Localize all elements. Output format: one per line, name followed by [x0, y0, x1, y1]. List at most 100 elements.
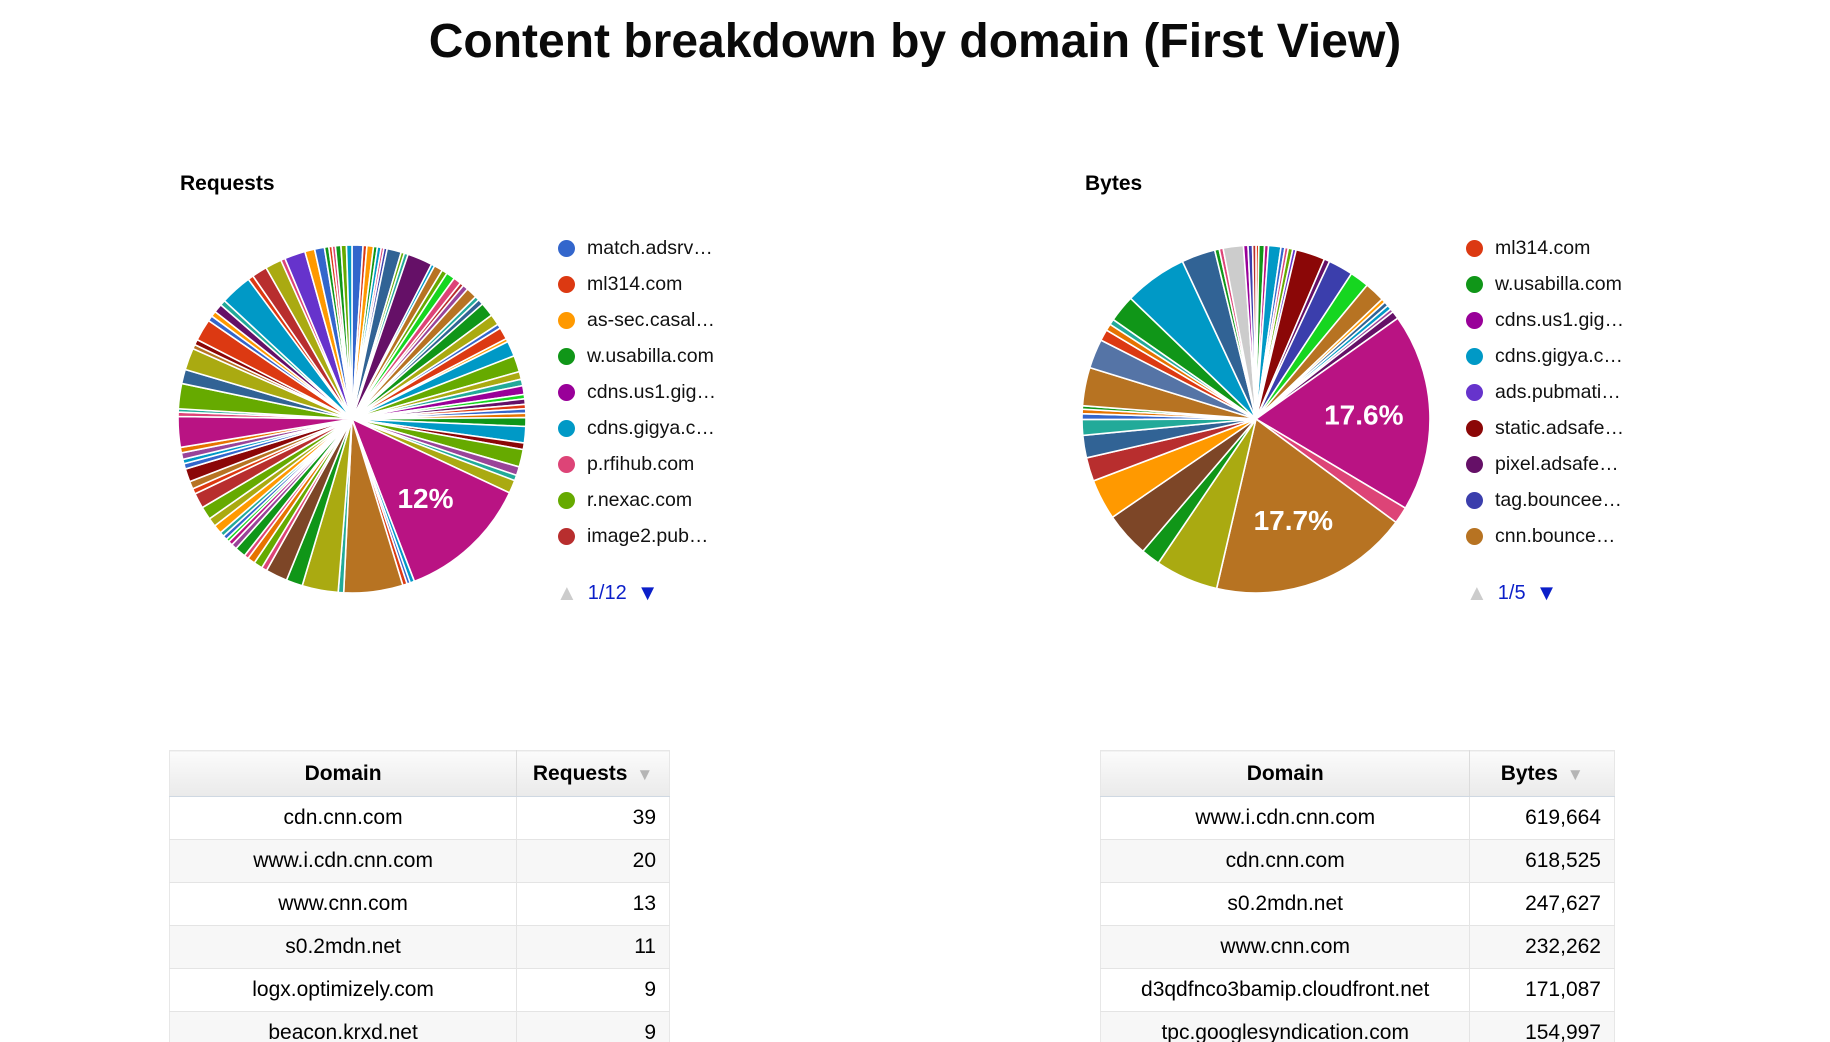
value-cell: 618,525 [1469, 839, 1615, 883]
column-header-domain[interactable]: Domain [169, 750, 518, 797]
legend-label: p.rfihub.com [587, 452, 695, 475]
domain-cell: d3qdfnco3bamip.cloudfront.net [1100, 968, 1471, 1012]
legend-item-image2-pub[interactable]: image2.pub… [558, 518, 716, 554]
legend-color-dot [558, 347, 575, 365]
legend-item-static-adsafe[interactable]: static.adsafe… [1466, 410, 1624, 446]
table-row: tpc.googlesyndication.com 154,997 [1100, 1011, 1615, 1042]
table-row: d3qdfnco3bamip.cloudfront.net 171,087 [1100, 968, 1615, 1012]
requests-chart-title: Requests [180, 172, 275, 195]
domain-cell: cdn.cnn.com [1100, 839, 1471, 883]
legend-label: cnn.bounce… [1495, 524, 1616, 547]
legend-item-match-adsrv[interactable]: match.adsrv… [558, 230, 716, 266]
bytes-table-container: Domain Bytes ▼ www.i.cdn.cnn.com 619,664 cd… [1100, 750, 1615, 1042]
legend-label: ml314.com [587, 272, 683, 295]
pie-slice-percentage-label: 12% [397, 483, 453, 514]
column-header-label: Bytes [1500, 761, 1558, 785]
table-row: s0.2mdn.net 11 [169, 925, 670, 969]
legend-label: ml314.com [1495, 236, 1591, 259]
pie-slice[interactable] [1215, 417, 1398, 594]
pager-down-icon[interactable]: ▼ [1535, 580, 1558, 605]
legend-item-w-usabilla-com[interactable]: w.usabilla.com [1466, 266, 1624, 302]
legend-item-ml314-com[interactable]: ml314.com [558, 266, 716, 302]
legend-item-cdns-us1-gig[interactable]: cdns.us1.gig… [558, 374, 716, 410]
table-row: www.cnn.com 232,262 [1100, 925, 1615, 969]
pie-slice-percentage-label: 17.6% [1324, 400, 1403, 431]
legend-color-dot [558, 311, 575, 329]
legend-item-as-sec-casal[interactable]: as-sec.casal… [558, 302, 716, 338]
legend-color-dot [1466, 527, 1483, 545]
legend-item-pixel-adsafe[interactable]: pixel.adsafe… [1466, 446, 1624, 482]
legend-color-dot [558, 419, 575, 437]
legend-color-dot [558, 383, 575, 401]
legend-label: as-sec.casal… [587, 308, 715, 331]
legend-item-tag-bouncee[interactable]: tag.bouncee… [1466, 482, 1624, 518]
pager-page-indicator: 1/12 [587, 582, 627, 604]
value-cell: 39 [516, 796, 670, 840]
legend-color-dot [1466, 455, 1483, 473]
domain-cell: www.cnn.com [169, 882, 518, 926]
legend-label: w.usabilla.com [1495, 272, 1622, 295]
column-header-bytes[interactable]: Bytes ▼ [1469, 750, 1615, 797]
column-header-domain[interactable]: Domain [1100, 750, 1471, 797]
value-cell: 11 [516, 925, 670, 969]
legend-color-dot [1466, 491, 1483, 509]
domain-cell: www.cnn.com [1100, 925, 1471, 969]
domain-cell: beacon.krxd.net [169, 1011, 518, 1042]
table-row: www.i.cdn.cnn.com 20 [169, 839, 670, 883]
legend-label: image2.pub… [587, 524, 709, 547]
column-header-label: Domain [1246, 761, 1324, 785]
legend-item-cnn-bounce[interactable]: cnn.bounce… [1466, 518, 1624, 554]
legend-item-ml314-com[interactable]: ml314.com [1466, 230, 1624, 266]
table-row: cdn.cnn.com 618,525 [1100, 839, 1615, 883]
legend-color-dot [558, 275, 575, 293]
bytes-legend: ml314.com w.usabilla.com cdns.us1.gig… cdns… [1466, 230, 1624, 554]
value-cell: 13 [516, 882, 670, 926]
pager-up-icon[interactable]: ▲ [1466, 580, 1488, 605]
legend-label: ads.pubmati… [1495, 380, 1621, 403]
bytes-legend-pager: ▲ 1/5 ▼ [1466, 580, 1557, 606]
value-cell: 20 [516, 839, 670, 883]
pie-slice[interactable] [1254, 317, 1431, 510]
legend-item-w-usabilla-com[interactable]: w.usabilla.com [558, 338, 716, 374]
legend-label: cdns.gigya.c… [1495, 344, 1623, 367]
legend-item-ads-pubmati[interactable]: ads.pubmati… [1466, 374, 1624, 410]
pie-slice[interactable] [345, 244, 353, 420]
value-cell: 232,262 [1469, 925, 1615, 969]
sort-desc-icon: ▼ [1566, 764, 1584, 784]
requests-table: Domain Requests ▼ cdn.cnn.com 39 www.i.cdn.… [169, 750, 670, 1042]
legend-color-dot [1466, 347, 1483, 365]
pie-slice[interactable] [1251, 244, 1257, 420]
legend-item-cdns-gigya-c[interactable]: cdns.gigya.c… [1466, 338, 1624, 374]
domain-cell: www.i.cdn.cnn.com [169, 839, 518, 883]
column-header-label: Requests [532, 761, 628, 785]
value-cell: 9 [516, 1011, 670, 1042]
column-header-requests[interactable]: Requests ▼ [516, 750, 670, 797]
legend-label: pixel.adsafe… [1495, 452, 1619, 475]
bytes-pie-chart[interactable]: 17.6% 17.7% [1056, 219, 1456, 619]
legend-label: r.nexac.com [587, 488, 693, 511]
legend-color-dot [558, 527, 575, 545]
legend-item-cdns-gigya-c[interactable]: cdns.gigya.c… [558, 410, 716, 446]
pager-down-icon[interactable]: ▼ [636, 580, 659, 605]
legend-item-cdns-us1-gig[interactable]: cdns.us1.gig… [1466, 302, 1624, 338]
table-header-row: Domain Bytes ▼ [1100, 750, 1615, 797]
legend-item-r-nexac-com[interactable]: r.nexac.com [558, 482, 716, 518]
legend-item-p-rfihub-com[interactable]: p.rfihub.com [558, 446, 716, 482]
pager-page-indicator: 1/5 [1497, 582, 1526, 604]
legend-color-dot [558, 239, 575, 257]
domain-cell: logx.optimizely.com [169, 968, 518, 1012]
domain-cell: www.i.cdn.cnn.com [1100, 796, 1471, 840]
column-header-label: Domain [304, 761, 382, 785]
requests-legend-pager: ▲ 1/12 ▼ [556, 580, 659, 606]
table-row: cdn.cnn.com 39 [169, 796, 670, 840]
pie-slice[interactable] [350, 417, 511, 583]
legend-color-dot [1466, 419, 1483, 437]
legend-color-dot [1466, 311, 1483, 329]
requests-pie-chart[interactable]: 12% [152, 219, 552, 619]
bytes-table: Domain Bytes ▼ www.i.cdn.cnn.com 619,664 cd… [1100, 750, 1615, 1042]
legend-label: match.adsrv… [587, 236, 713, 259]
pager-up-icon[interactable]: ▲ [556, 580, 578, 605]
requests-table-container: Domain Requests ▼ cdn.cnn.com 39 www.i.cdn.… [169, 750, 670, 1042]
table-row: beacon.krxd.net 9 [169, 1011, 670, 1042]
